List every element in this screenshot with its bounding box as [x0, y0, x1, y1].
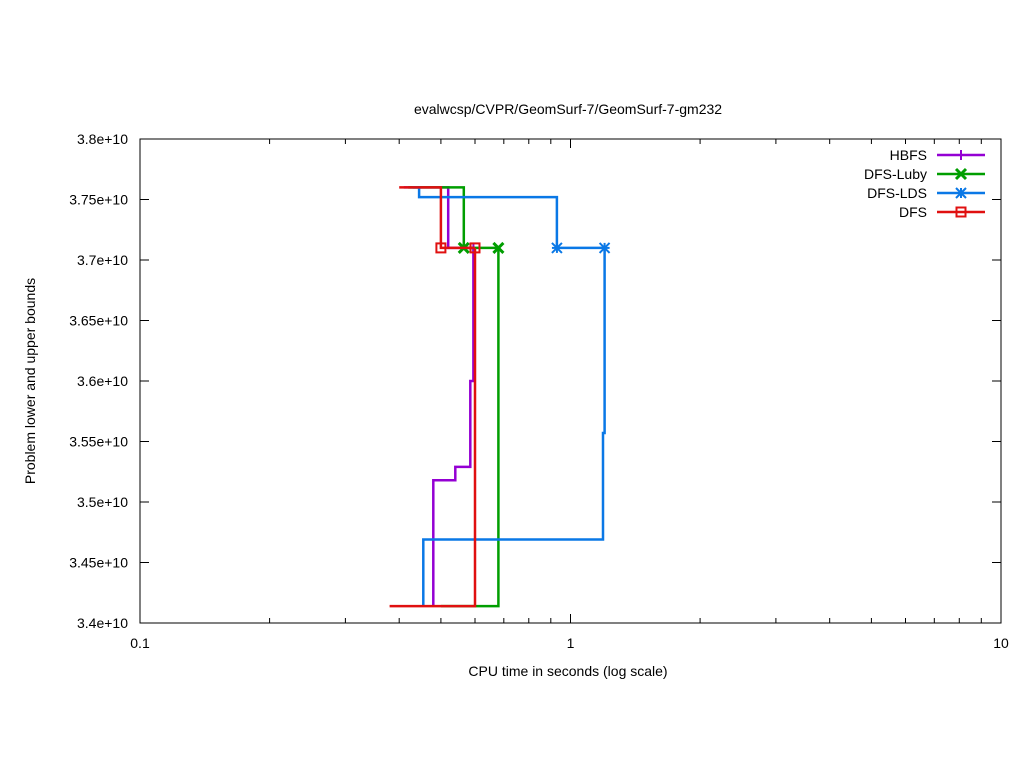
series-point	[598, 242, 611, 254]
y-tick-label: 3.55e+10	[69, 434, 128, 450]
legend-label: HBFS	[890, 147, 927, 163]
series-line-lower	[422, 247, 606, 607]
y-tick-label: 3.8e+10	[77, 131, 128, 147]
series-point	[492, 241, 505, 254]
x-tick-label: 10	[993, 635, 1009, 651]
series-layer	[389, 186, 611, 608]
legend-marker	[955, 206, 967, 218]
series-line-lower	[389, 247, 477, 608]
y-axis-label: Problem lower and upper bounds	[22, 278, 38, 484]
y-tick-label: 3.6e+10	[77, 373, 128, 389]
y-axis: 3.4e+10 3.45e+10 3.5e+10 3.55e+10 3.6e+10 3.6…	[69, 131, 1001, 631]
legend-item: DFS-LDS	[867, 185, 985, 201]
legend-label: DFS	[899, 204, 927, 220]
legend-marker	[955, 187, 967, 199]
legend-marker	[956, 150, 966, 160]
y-tick-label: 3.4e+10	[77, 615, 128, 631]
legend-label: DFS-Luby	[864, 166, 927, 182]
legend-item: HBFS	[890, 147, 985, 163]
series-dfs	[389, 186, 481, 608]
legend-item: DFS-Luby	[864, 166, 985, 182]
series-line-upper	[399, 186, 475, 250]
y-tick-label: 3.5e+10	[77, 494, 128, 510]
x-axis-label: CPU time in seconds (log scale)	[468, 663, 667, 679]
y-tick-label: 3.45e+10	[69, 555, 128, 571]
series-point	[469, 242, 481, 254]
y-tick-label: 3.75e+10	[69, 192, 128, 208]
series-point	[435, 242, 447, 254]
legend-label: DFS-LDS	[867, 185, 927, 201]
chart-title: evalwcsp/CVPR/GeomSurf-7/GeomSurf-7-gm23…	[414, 101, 722, 117]
y-tick-label: 3.7e+10	[77, 252, 128, 268]
x-tick-label: 0.1	[130, 635, 150, 651]
legend: HBFS DFS-Luby DFS-LDS DFS	[864, 147, 985, 220]
x-tick-label: 1	[567, 635, 575, 651]
plot-frame	[139, 138, 1002, 624]
legend-marker	[954, 167, 968, 181]
series-dfs-lds	[412, 186, 611, 607]
x-axis: 0.1 1 10	[130, 139, 1009, 651]
y-tick-label: 3.65e+10	[69, 313, 128, 329]
series-point	[551, 242, 563, 254]
series-line-lower	[432, 247, 475, 607]
legend-item: DFS	[899, 204, 985, 220]
